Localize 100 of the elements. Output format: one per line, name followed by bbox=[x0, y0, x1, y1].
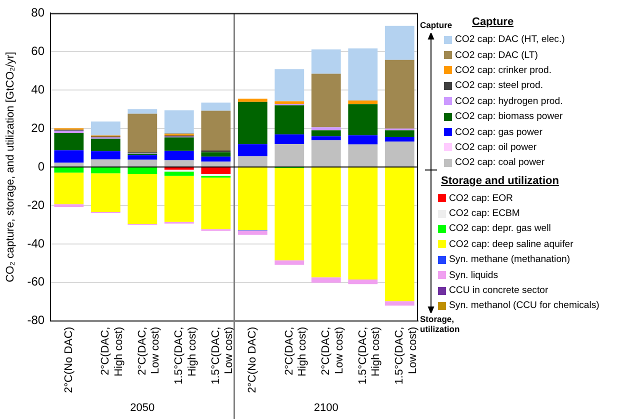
bar bbox=[128, 160, 158, 167]
legend-label: CO2 cap: ECBM bbox=[449, 208, 520, 220]
legend-label: Syn. liquids bbox=[449, 270, 498, 281]
legend-label: CO2 cap: DAC (LT) bbox=[455, 50, 538, 61]
category-label: High cost) bbox=[186, 326, 198, 376]
text: Storage, utilization bbox=[420, 314, 461, 334]
y-tick-label: 20 bbox=[31, 120, 45, 135]
bar bbox=[311, 127, 341, 130]
bar bbox=[128, 174, 158, 224]
bar bbox=[311, 136, 341, 140]
y-tick-label: -20 bbox=[27, 198, 45, 212]
bar bbox=[384, 130, 414, 138]
y-tick-label: 40 bbox=[31, 82, 45, 96]
y-tick-label: 60 bbox=[31, 44, 45, 58]
bar bbox=[238, 102, 268, 144]
bar bbox=[201, 178, 231, 230]
bar bbox=[348, 168, 378, 280]
bar bbox=[274, 69, 304, 102]
bar bbox=[201, 168, 231, 174]
bar bbox=[238, 156, 268, 167]
bar bbox=[164, 150, 194, 160]
bar bbox=[238, 230, 268, 235]
bar bbox=[164, 137, 194, 151]
y-tick-label: -40 bbox=[27, 236, 45, 250]
legend-label: CO2 cap: EOR bbox=[449, 192, 513, 204]
bar bbox=[164, 172, 194, 176]
bar bbox=[348, 48, 378, 100]
bar bbox=[164, 176, 194, 222]
bar bbox=[90, 173, 120, 212]
legend-label: Syn. methanol (CCU for chemicals) bbox=[449, 300, 600, 312]
bar bbox=[348, 144, 378, 167]
legend-label: CO2 cap: hydrogen prod. bbox=[455, 96, 563, 107]
text: Capture bbox=[420, 20, 452, 30]
bar bbox=[311, 168, 341, 278]
bar bbox=[164, 160, 194, 167]
bar bbox=[128, 155, 158, 160]
bar bbox=[54, 162, 84, 167]
bar bbox=[128, 109, 158, 114]
bar bbox=[311, 74, 341, 128]
text: 2050 bbox=[130, 402, 155, 414]
bar bbox=[90, 168, 120, 174]
category-label: 2°C(DAC, bbox=[320, 326, 332, 376]
bar bbox=[90, 121, 120, 136]
legend-label: CO2 cap: DAC (HT, elec.) bbox=[455, 34, 565, 46]
legend-label: Syn. methane (methanation) bbox=[449, 254, 570, 266]
bar bbox=[274, 144, 304, 167]
bar bbox=[311, 130, 341, 136]
legend-label: CCU in concrete sector bbox=[449, 285, 548, 296]
bar bbox=[201, 156, 231, 162]
category-label: High cost) bbox=[112, 326, 125, 376]
bar bbox=[90, 151, 120, 160]
category-label: High cost) bbox=[296, 326, 309, 376]
bar bbox=[384, 137, 414, 142]
legend-label: CO2 cap: depr. gas well bbox=[449, 223, 551, 234]
bar bbox=[384, 301, 414, 306]
bar bbox=[238, 168, 268, 230]
bar bbox=[164, 110, 194, 134]
bar bbox=[274, 101, 304, 104]
legend-label: CO2 cap: biomass power bbox=[455, 111, 563, 122]
bar bbox=[128, 168, 158, 174]
bar bbox=[201, 162, 231, 167]
bar bbox=[274, 168, 304, 260]
bar bbox=[348, 100, 378, 104]
bar bbox=[90, 159, 120, 167]
bar bbox=[274, 105, 304, 134]
bar bbox=[384, 26, 414, 60]
bar bbox=[238, 144, 268, 156]
bar bbox=[54, 204, 84, 208]
legend-label: CO2 cap: gas power bbox=[455, 126, 542, 138]
category-label: 1.5°C(DAC, bbox=[356, 326, 369, 384]
bar bbox=[348, 135, 378, 144]
bar bbox=[384, 168, 414, 302]
category-label: High cost) bbox=[370, 326, 382, 376]
category-label: 2°C(DAC, bbox=[100, 326, 112, 376]
category-label: 2°C(No DAC) bbox=[62, 326, 75, 394]
bar bbox=[311, 49, 341, 74]
bar bbox=[54, 150, 84, 163]
bar bbox=[384, 60, 414, 129]
bar bbox=[201, 102, 231, 111]
legend-label: CO2 cap: oil power bbox=[455, 142, 537, 153]
category-label: Low cost) bbox=[333, 326, 346, 374]
legend-label: CO2 cap: crinker prod. bbox=[455, 64, 552, 76]
bar bbox=[274, 260, 304, 265]
bar bbox=[128, 114, 158, 152]
bar bbox=[54, 168, 84, 173]
bar bbox=[311, 277, 341, 283]
category-label: 2°C(DAC, bbox=[283, 326, 296, 376]
category-label: 2°C(DAC, bbox=[136, 326, 148, 376]
bar bbox=[54, 172, 84, 204]
bar bbox=[90, 138, 120, 152]
text: Capture bbox=[472, 16, 515, 30]
category-label: Low cost) bbox=[223, 326, 236, 374]
category-label: 1.5°C(DAC, bbox=[394, 326, 406, 384]
category-label: Low cost) bbox=[406, 326, 419, 374]
y-tick-label: 0 bbox=[38, 159, 45, 174]
text: Storage and utilization bbox=[441, 174, 560, 189]
bar bbox=[201, 152, 231, 157]
bar bbox=[201, 110, 231, 150]
bar bbox=[238, 98, 268, 102]
bar bbox=[54, 133, 84, 150]
